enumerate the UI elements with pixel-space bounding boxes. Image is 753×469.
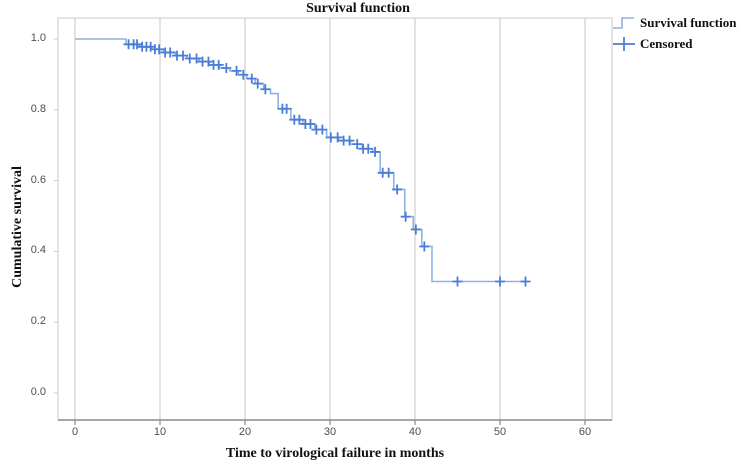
censored-mark <box>203 56 214 67</box>
censored-mark <box>177 50 188 61</box>
chart-title: Survival function <box>306 1 410 16</box>
x-tick-label: 0 <box>71 426 79 438</box>
y-tick-label: 0.6 <box>30 173 46 186</box>
y-tick-label: 1.0 <box>30 32 46 44</box>
legend-item-censored: Censored <box>612 33 752 54</box>
step-line-icon <box>613 16 634 29</box>
y-tick-label: 0.2 <box>30 315 46 328</box>
x-tick-label: 10 <box>153 426 167 438</box>
plus-marker-icon <box>613 36 635 51</box>
x-tick-label: 50 <box>493 426 507 438</box>
plot-frame <box>57 17 613 421</box>
censored-mark <box>370 146 381 157</box>
censored-mark <box>305 118 316 129</box>
censored-mark <box>213 59 224 70</box>
censored-mark <box>344 135 355 146</box>
legend-item-survival-function: Survival function <box>612 12 752 33</box>
legend: Survival function Censored <box>612 12 752 54</box>
censored-mark <box>520 276 531 287</box>
y-tick-label: 0.4 <box>30 244 46 257</box>
y-axis-title: Cumulative survival <box>10 166 25 288</box>
censored-mark <box>410 224 421 235</box>
censored-mark <box>317 124 328 135</box>
y-tick-label: 0.8 <box>30 102 46 115</box>
censored-mark <box>154 44 165 55</box>
legend-label-censored: Censored <box>640 35 693 51</box>
survival-step-curve <box>75 38 526 283</box>
censored-mark <box>132 39 143 50</box>
censored-mark <box>231 65 242 76</box>
censored-mark <box>332 132 343 143</box>
censored-mark <box>352 139 363 150</box>
censored-mark <box>294 114 305 125</box>
x-tick-label: 40 <box>408 426 422 438</box>
x-tick-label: 60 <box>578 426 592 438</box>
x-tick-label: 30 <box>323 426 337 438</box>
censored-mark <box>392 184 403 195</box>
censored-mark <box>252 78 263 89</box>
censored-mark <box>281 103 292 114</box>
censored-mark <box>246 73 257 84</box>
censored-mark <box>165 47 176 58</box>
censored-mark <box>400 211 411 222</box>
legend-label-survival-function: Survival function <box>640 14 737 30</box>
y-tick-label: 0.0 <box>30 386 46 398</box>
censored-mark <box>238 69 249 80</box>
censored-mark <box>383 167 394 178</box>
censored-mark <box>495 276 505 287</box>
censored-mark <box>260 84 271 95</box>
x-axis-title: Time to virological failure in months <box>225 446 445 461</box>
censored-mark <box>221 63 232 74</box>
censored-mark <box>191 53 202 64</box>
censored-mark <box>452 276 463 287</box>
x-tick-label: 20 <box>238 426 252 438</box>
censored-mark <box>363 143 374 154</box>
censored-mark <box>419 241 430 252</box>
